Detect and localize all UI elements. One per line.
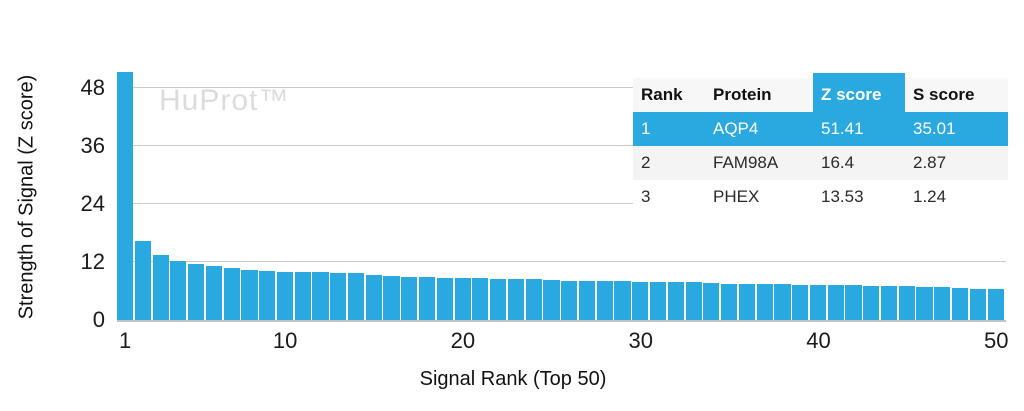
cell-rank: 1: [633, 112, 705, 146]
bar-series: [117, 60, 1006, 320]
bar: [419, 277, 436, 320]
bar: [951, 287, 969, 320]
cell-rank: 3: [633, 180, 705, 214]
cell-s-score: 35.01: [905, 112, 1008, 146]
bar: [685, 282, 702, 320]
bar: [880, 285, 898, 320]
bar: [632, 281, 649, 320]
bar: [774, 284, 791, 320]
cell-s-score: 1.24: [905, 180, 1008, 214]
cell-rank: 2: [633, 146, 705, 180]
x-axis-title: Signal Rank (Top 50): [419, 368, 607, 390]
bar: [294, 272, 311, 320]
bar: [454, 278, 471, 320]
bar: [969, 288, 986, 320]
table-header-row: Rank Protein Z score S score: [633, 73, 1008, 112]
bar: [436, 277, 453, 320]
header-rank: Rank: [633, 78, 705, 112]
y-tick-label: 0: [92, 307, 105, 332]
bar: [667, 282, 684, 320]
bar: [827, 285, 844, 320]
bar: [259, 270, 276, 320]
bar: [614, 281, 631, 320]
bar: [490, 278, 507, 320]
bar: [703, 283, 720, 320]
bar: [276, 271, 294, 320]
bar: [152, 254, 169, 320]
bar: [223, 268, 240, 320]
bar: [525, 279, 542, 320]
table-row-aqp4: 1 AQP4 51.41 35.01: [633, 112, 1008, 146]
table-row-fam98a: 2 FAM98A 16.4 2.87: [633, 146, 1008, 180]
bar: [188, 263, 205, 320]
x-tick-label: 30: [628, 328, 653, 353]
x-tick-label: 20: [450, 328, 476, 353]
bar: [898, 286, 915, 320]
y-tick-label: 48: [80, 75, 105, 100]
bar: [792, 284, 809, 320]
bar: [241, 269, 258, 320]
cell-protein: FAM98A: [705, 146, 813, 180]
gridline: [117, 145, 1006, 146]
bar: [507, 279, 525, 320]
x-tick-label: 1: [118, 328, 132, 353]
bar: [738, 284, 755, 320]
bar: [330, 272, 347, 320]
table-row-phex: 3 PHEX 13.53 1.24: [633, 180, 1008, 214]
y-tick-label: 24: [80, 191, 105, 216]
cell-s-score: 2.87: [905, 146, 1008, 180]
bar: [596, 281, 613, 320]
bar: [721, 283, 738, 320]
cell-z-score: 16.4: [813, 146, 905, 180]
bar: [472, 278, 489, 320]
cell-z-score: 51.41: [813, 112, 905, 146]
bar: [916, 286, 933, 320]
y-tick-label: 12: [80, 249, 105, 274]
cell-protein: AQP4: [705, 112, 813, 146]
x-axis-baseline: [117, 320, 1006, 322]
bar: [170, 260, 187, 320]
x-tick-label: 10: [272, 328, 298, 353]
bar: [312, 272, 329, 320]
gridline: [117, 203, 1006, 204]
bar-chart-plot-area: 0 12 24 36 48 1 10 20 30 40 50: [81, 60, 1009, 353]
bar: [401, 276, 418, 320]
top-hits-table: Rank Protein Z score S score 1 AQP4 51.4…: [633, 73, 1008, 214]
gridline: [117, 261, 1006, 262]
bar: [205, 266, 222, 320]
bar: [365, 274, 382, 320]
bar: [543, 280, 560, 320]
y-tick-label: 36: [80, 133, 105, 158]
bar: [561, 280, 578, 320]
cell-protein: PHEX: [705, 180, 813, 214]
cell-z-score: 13.53: [813, 180, 905, 214]
header-protein: Protein: [705, 78, 813, 112]
x-tick-label: 40: [806, 328, 831, 353]
x-tick-label: 50: [984, 328, 1009, 353]
bar: [863, 285, 880, 320]
bar: [845, 285, 862, 320]
bar: [809, 284, 827, 320]
bar: [934, 287, 951, 320]
bar: [383, 275, 400, 320]
y-axis-title: Strength of Signal (Z score): [15, 74, 38, 320]
bar: [134, 240, 151, 320]
header-z-score-highlighted: Z score: [813, 73, 905, 112]
bar: [987, 289, 1004, 320]
bar: [578, 280, 596, 320]
gridline: [117, 87, 1006, 88]
huprot-watermark: HuProt™: [159, 84, 290, 117]
bar: [649, 281, 667, 320]
bar: [347, 273, 365, 320]
bar: [756, 284, 773, 320]
bar: [117, 71, 134, 320]
header-s-score: S score: [905, 78, 1008, 112]
